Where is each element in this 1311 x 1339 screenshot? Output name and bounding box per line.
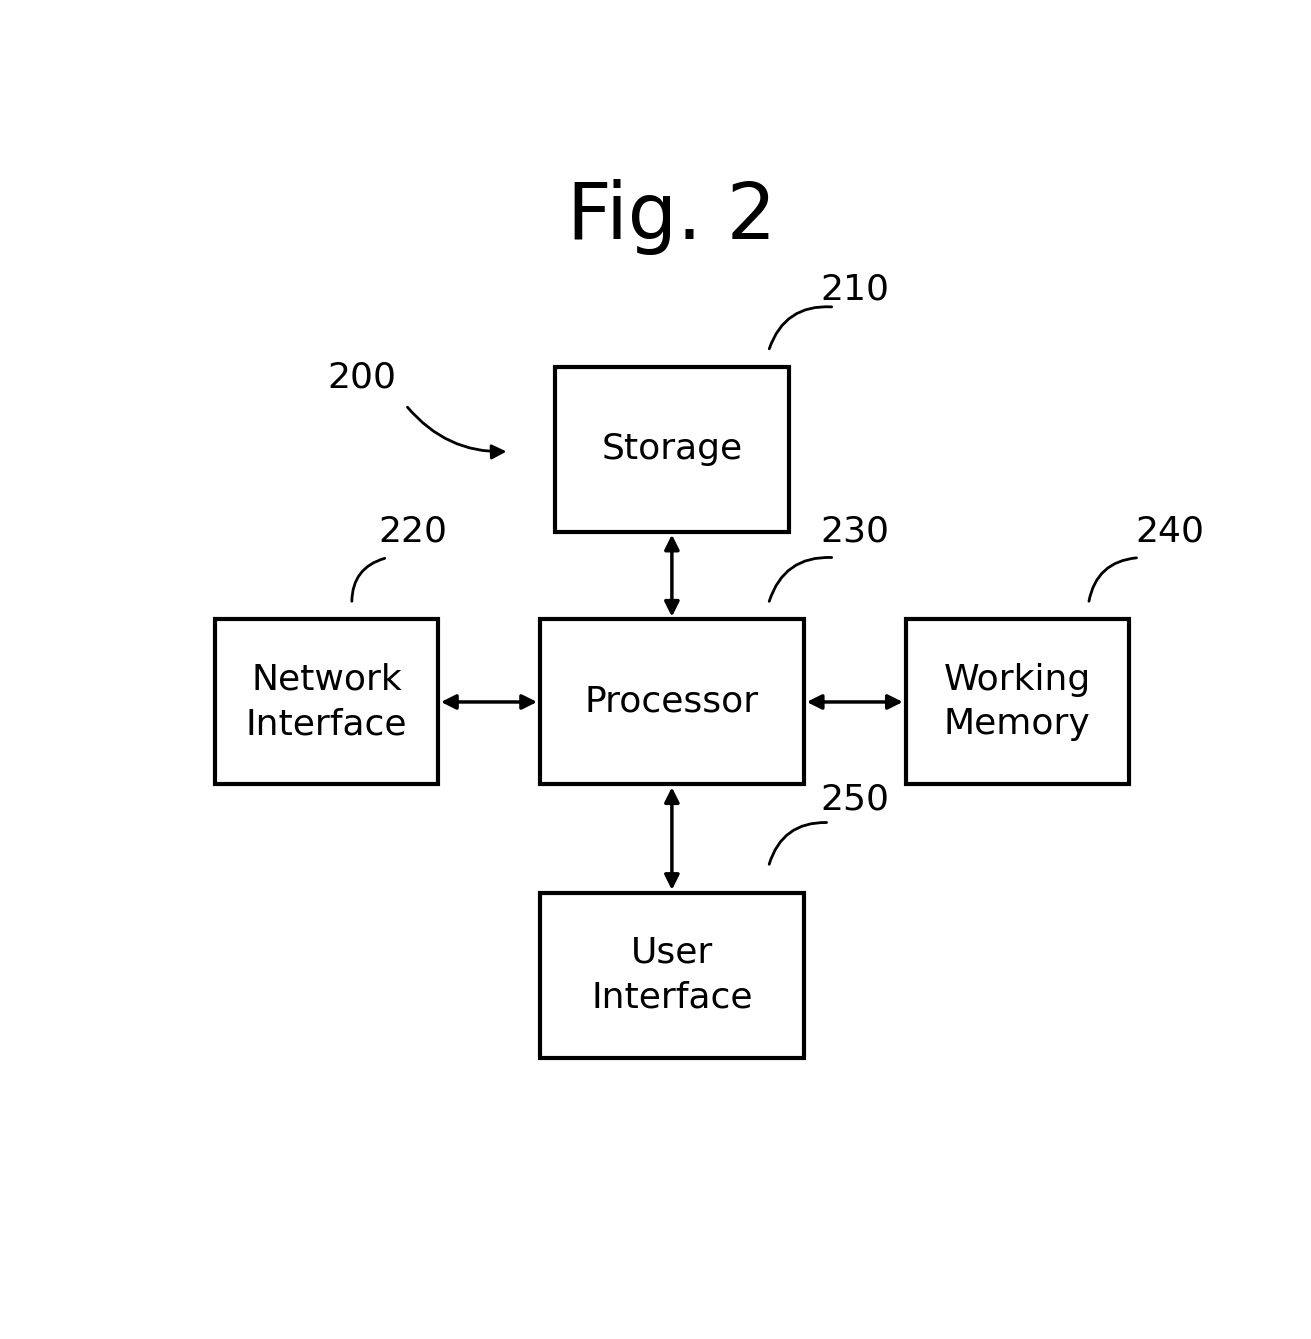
Bar xyxy=(555,367,789,532)
Text: 230: 230 xyxy=(821,516,889,549)
Text: Storage: Storage xyxy=(602,432,742,466)
Bar xyxy=(540,620,804,785)
Text: 250: 250 xyxy=(821,783,889,817)
Bar xyxy=(540,893,804,1058)
Text: Working
Memory: Working Memory xyxy=(944,663,1091,742)
Bar xyxy=(906,620,1129,785)
Text: 200: 200 xyxy=(328,360,396,394)
Text: User
Interface: User Interface xyxy=(591,936,753,1015)
Text: Processor: Processor xyxy=(585,686,759,719)
Text: Network
Interface: Network Interface xyxy=(245,663,408,742)
Text: 240: 240 xyxy=(1135,516,1205,549)
Text: 220: 220 xyxy=(379,516,447,549)
Bar xyxy=(215,620,438,785)
Text: 210: 210 xyxy=(821,273,889,307)
Text: Fig. 2: Fig. 2 xyxy=(568,179,776,256)
